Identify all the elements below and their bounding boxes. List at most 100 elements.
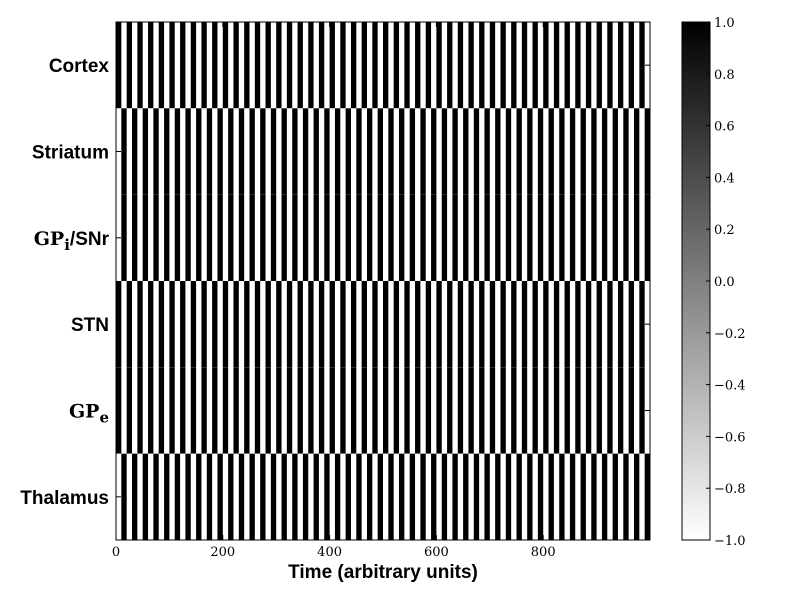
heatmap-cell <box>436 367 442 454</box>
heatmap-cell <box>495 453 501 540</box>
heatmap-cell <box>297 281 303 368</box>
heatmap-cell <box>340 22 346 109</box>
heatmap-cell <box>190 22 197 109</box>
heatmap-cell <box>329 281 335 368</box>
x-tick-label: 600 <box>424 545 449 560</box>
heatmap-cell <box>212 22 218 109</box>
heatmap-cell <box>249 194 255 281</box>
heatmap-cell <box>340 281 346 368</box>
heatmap-cell <box>185 194 191 281</box>
heatmap-cell <box>222 22 229 109</box>
x-ticks <box>115 22 544 540</box>
heatmap-cell <box>425 367 432 454</box>
heatmap-cell <box>318 367 325 454</box>
heatmap-cell <box>415 367 421 454</box>
heatmap-cell <box>137 281 143 368</box>
heatmap-cell <box>607 281 613 368</box>
heatmap-cell <box>457 367 464 454</box>
heatmap-cell <box>511 367 517 454</box>
heatmap-cell <box>142 108 149 195</box>
heatmap-cell <box>153 108 159 195</box>
heatmap-cell <box>356 108 362 195</box>
heatmap-cell <box>591 108 597 195</box>
heatmap-cell <box>569 108 576 195</box>
heatmap-cell <box>244 22 250 109</box>
heatmap-cell <box>366 194 373 281</box>
heatmap-cell <box>121 194 127 281</box>
heatmap-cell <box>286 22 293 109</box>
colorbar-tick-label: 0.6 <box>714 120 735 135</box>
heatmap-cell <box>564 367 570 454</box>
heatmap-cell <box>564 281 570 368</box>
heatmap-cell <box>217 453 223 540</box>
y-label-1: Striatum <box>32 143 109 164</box>
y-label-subscript: i <box>64 236 70 254</box>
heatmap-cell <box>527 453 533 540</box>
heatmap-cell <box>324 453 330 540</box>
heatmap-cell <box>500 281 506 368</box>
heatmap-cell <box>612 194 618 281</box>
heatmap-cell <box>527 108 533 195</box>
x-tick-label: 400 <box>317 545 342 560</box>
heatmap-cell <box>142 194 149 281</box>
heatmap-cell <box>121 453 127 540</box>
heatmap-cell <box>505 194 512 281</box>
heatmap-cell <box>479 367 485 454</box>
heatmap-cell <box>537 453 544 540</box>
heatmap-cell <box>297 22 303 109</box>
heatmap-cell <box>409 194 416 281</box>
heatmap-cell <box>158 22 165 109</box>
heatmap-cell <box>463 453 469 540</box>
heatmap-cell <box>511 281 517 368</box>
heatmap-cell <box>180 281 186 368</box>
heatmap-cell <box>452 194 458 281</box>
heatmap-cell <box>350 281 357 368</box>
heatmap-cell <box>521 281 528 368</box>
colorbar-tick-label: 0.2 <box>714 223 735 238</box>
colorbar-tick-label: 0.0 <box>714 275 735 290</box>
heatmap-cell <box>473 108 480 195</box>
heatmap-cell <box>158 281 165 368</box>
heatmap-cell <box>244 367 250 454</box>
heatmap-cell <box>548 453 554 540</box>
heatmap-cell <box>372 367 378 454</box>
y-ticks <box>116 64 650 498</box>
heatmap-cell <box>473 453 480 540</box>
heatmap-cell <box>580 453 586 540</box>
heatmap-cell <box>543 281 549 368</box>
heatmap-cell <box>206 108 213 195</box>
heatmap-cell <box>425 281 432 368</box>
heatmap-cell <box>441 453 448 540</box>
heatmap-cell <box>286 281 293 368</box>
heatmap-cell <box>393 367 400 454</box>
heatmap-cell <box>153 194 159 281</box>
heatmap-cell <box>276 367 282 454</box>
colorbar-ticks: 1.0 0.8 0.6 0.4 0.2 0.0 −0.2 −0.4 −0.6 −0.8 −1.0 <box>706 16 746 549</box>
heatmap-cell <box>372 22 378 109</box>
heatmap-cell <box>302 194 309 281</box>
heatmap-cell <box>308 22 314 109</box>
heatmap-cell <box>377 108 383 195</box>
heatmap-cell <box>356 194 362 281</box>
heatmap-cell <box>137 367 143 454</box>
heatmap-cell <box>559 194 565 281</box>
heatmap-cell <box>281 194 287 281</box>
colorbar-tick-label: −1.0 <box>714 534 746 549</box>
heatmap-cell <box>399 453 405 540</box>
colorbar-tick-label: −0.8 <box>714 482 746 497</box>
heatmap-cell <box>489 367 496 454</box>
heatmap-cell <box>228 108 234 195</box>
heatmap-cell <box>206 194 213 281</box>
heatmap-cell <box>617 281 624 368</box>
heatmap-cell <box>254 367 261 454</box>
heatmap-cell <box>132 194 138 281</box>
heatmap-cell <box>425 22 432 109</box>
heatmap-cell <box>334 194 341 281</box>
heatmap-cell <box>388 194 394 281</box>
heatmap-cell <box>463 194 469 281</box>
y-label-4: GPe <box>69 401 109 427</box>
heatmap-cell <box>126 367 133 454</box>
heatmap-cell <box>415 281 421 368</box>
heatmap-cell <box>233 281 239 368</box>
heatmap-cell <box>265 281 271 368</box>
